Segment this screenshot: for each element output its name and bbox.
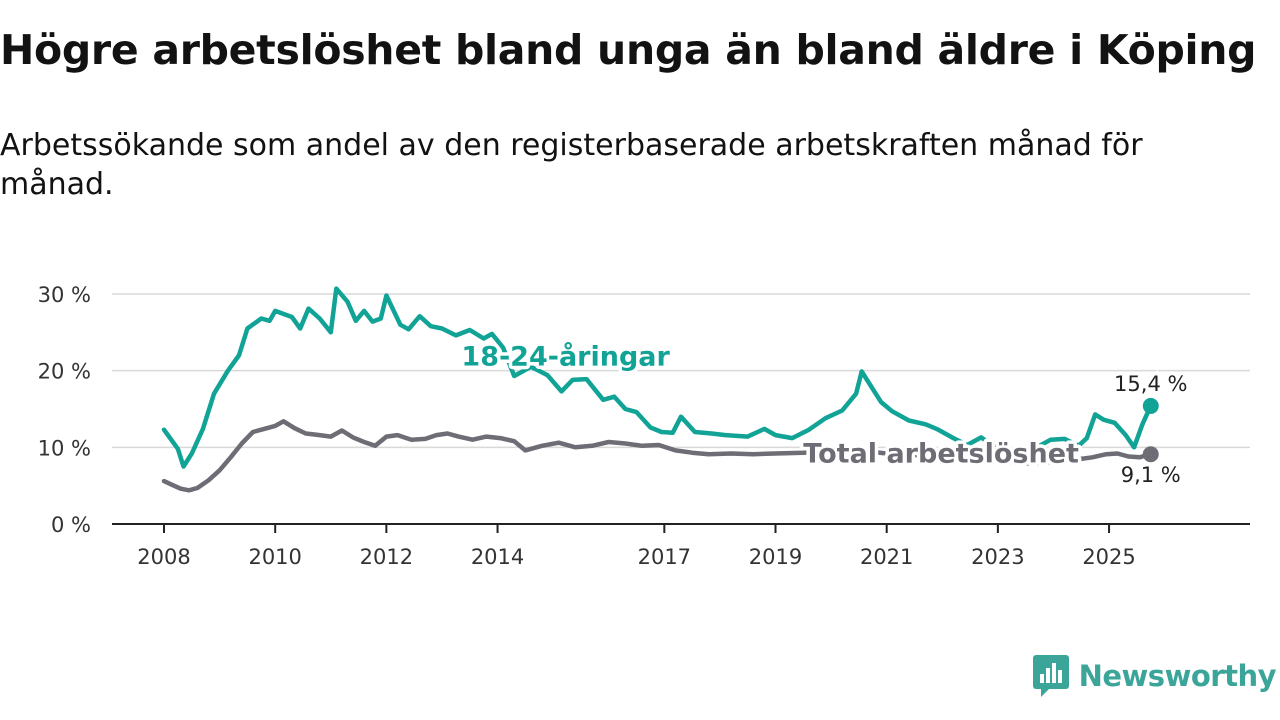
newsworthy-brand: Newsworthy xyxy=(1032,654,1277,698)
y-tick-label: 20 % xyxy=(38,360,91,384)
label-layer: 18-24-åringar Total arbetslöshet 15,4 % 9,1… xyxy=(458,337,1190,490)
x-tick-label: 2010 xyxy=(248,545,301,569)
x-tick-label: 2019 xyxy=(749,545,802,569)
end-value-label: 15,4 % xyxy=(1114,372,1187,396)
x-tick-label: 2014 xyxy=(471,545,524,569)
chart-title: Högre arbetslöshet bland unga än bland ä… xyxy=(0,26,1257,74)
x-tick-label: 2017 xyxy=(638,545,691,569)
y-tick-label: 10 % xyxy=(38,436,91,460)
grid-layer: 0 % 10 % 20 % 30 % 2008 2010 2012 2014 2017 2019 2… xyxy=(38,283,1250,569)
series-annotation-total: Total arbetslöshet xyxy=(803,439,1079,470)
series-line-youth xyxy=(161,286,1153,469)
newsworthy-logo-icon xyxy=(1032,655,1069,697)
series-layer xyxy=(161,286,1153,493)
x-tick-label: 2025 xyxy=(1082,545,1135,569)
chart-subtitle: Arbetssökande som andel av den registerb… xyxy=(0,128,1143,202)
y-tick-label: 0 % xyxy=(51,513,91,537)
end-point-marker xyxy=(1142,446,1159,463)
x-tick-label: 2023 xyxy=(971,545,1024,569)
series-line-total xyxy=(161,419,1153,493)
end-point-marker xyxy=(1142,397,1159,414)
x-tick-label: 2008 xyxy=(137,545,190,569)
x-tick-label: 2021 xyxy=(860,545,913,569)
end-value-label: 9,1 % xyxy=(1121,463,1181,487)
x-tick-label: 2012 xyxy=(360,545,413,569)
series-annotation-youth: 18-24-åringar xyxy=(461,340,670,372)
y-tick-label: 30 % xyxy=(38,283,91,307)
brand-name: Newsworthy xyxy=(1078,659,1277,693)
